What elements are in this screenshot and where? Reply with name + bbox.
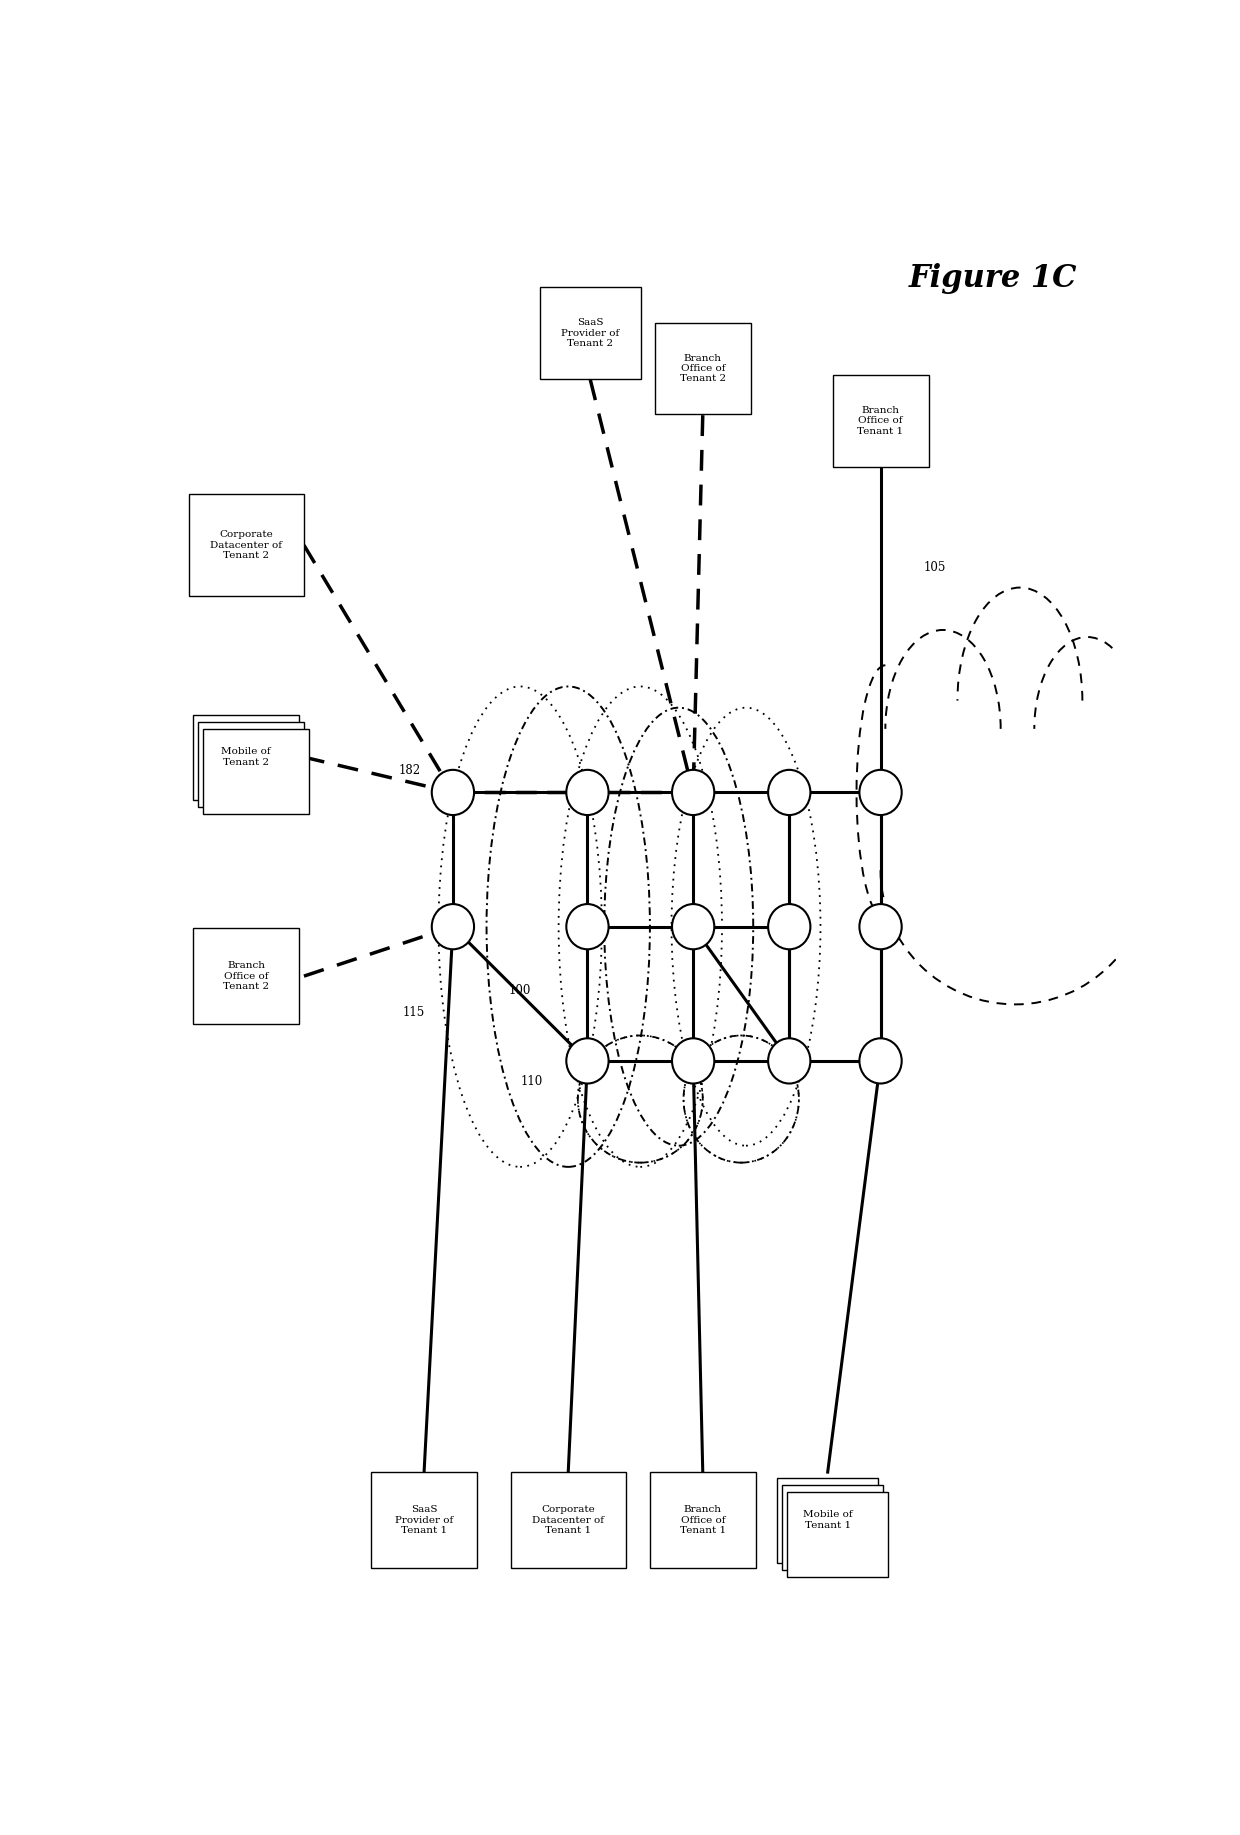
Text: 100: 100 — [508, 985, 531, 998]
FancyBboxPatch shape — [782, 1485, 883, 1569]
Ellipse shape — [672, 905, 714, 949]
Text: SaaS
Provider of
Tenant 2: SaaS Provider of Tenant 2 — [562, 317, 620, 349]
Text: Branch
Office of
Tenant 1: Branch Office of Tenant 1 — [680, 1505, 725, 1536]
Text: 115: 115 — [403, 1006, 425, 1018]
Text: Mobile of
Tenant 1: Mobile of Tenant 1 — [802, 1510, 853, 1530]
Text: Mobile of
Tenant 2: Mobile of Tenant 2 — [222, 747, 272, 767]
Ellipse shape — [567, 1039, 609, 1083]
Ellipse shape — [768, 1039, 811, 1083]
Text: SaaS
Provider of
Tenant 1: SaaS Provider of Tenant 1 — [396, 1505, 453, 1536]
Ellipse shape — [432, 771, 474, 815]
FancyBboxPatch shape — [787, 1492, 888, 1576]
Text: Figure 1C: Figure 1C — [909, 262, 1078, 294]
FancyBboxPatch shape — [655, 323, 750, 415]
Text: 105: 105 — [924, 562, 946, 574]
Text: Corporate
Datacenter of
Tenant 1: Corporate Datacenter of Tenant 1 — [532, 1505, 604, 1536]
Text: 182: 182 — [398, 763, 420, 776]
Ellipse shape — [567, 771, 609, 815]
Ellipse shape — [567, 905, 609, 949]
FancyBboxPatch shape — [198, 721, 304, 807]
FancyBboxPatch shape — [371, 1472, 477, 1569]
Text: Branch
Office of
Tenant 1: Branch Office of Tenant 1 — [858, 406, 904, 435]
Ellipse shape — [859, 905, 901, 949]
FancyBboxPatch shape — [650, 1472, 755, 1569]
FancyBboxPatch shape — [777, 1477, 878, 1563]
FancyBboxPatch shape — [832, 374, 929, 466]
Ellipse shape — [768, 905, 811, 949]
Text: 110: 110 — [521, 1075, 542, 1088]
Ellipse shape — [432, 905, 474, 949]
FancyBboxPatch shape — [193, 716, 299, 800]
Text: Branch
Office of
Tenant 2: Branch Office of Tenant 2 — [223, 962, 269, 991]
Text: Branch
Office of
Tenant 2: Branch Office of Tenant 2 — [680, 354, 725, 384]
FancyBboxPatch shape — [188, 494, 304, 596]
FancyBboxPatch shape — [539, 288, 641, 380]
Text: Corporate
Datacenter of
Tenant 2: Corporate Datacenter of Tenant 2 — [211, 530, 283, 560]
Ellipse shape — [672, 1039, 714, 1083]
Ellipse shape — [859, 771, 901, 815]
FancyBboxPatch shape — [193, 929, 299, 1024]
Ellipse shape — [672, 771, 714, 815]
FancyBboxPatch shape — [203, 728, 309, 813]
FancyBboxPatch shape — [511, 1472, 626, 1569]
Ellipse shape — [768, 771, 811, 815]
Ellipse shape — [859, 1039, 901, 1083]
